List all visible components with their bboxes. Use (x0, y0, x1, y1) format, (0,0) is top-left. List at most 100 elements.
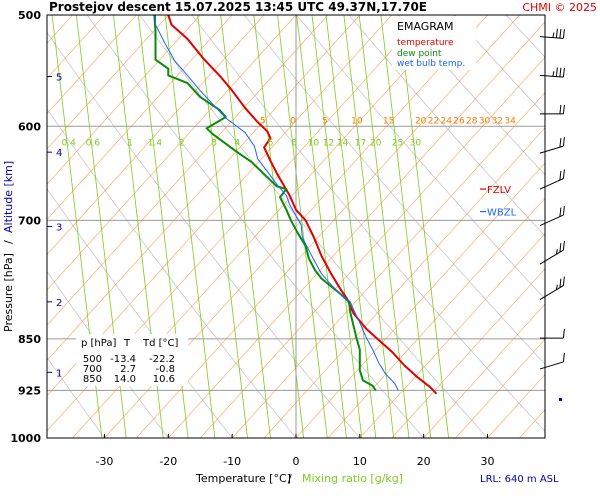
wind-barb-flag (559, 29, 562, 39)
wind-barb-flag (555, 249, 558, 255)
pressure-tick-label: 850 (18, 333, 41, 346)
altitude-tick-label: 5 (56, 72, 62, 83)
wind-barb-flag (555, 284, 558, 290)
isotherm-line (168, 21, 545, 438)
wind-barb-staff (539, 145, 564, 154)
sounding-profiles (153, 14, 438, 395)
wind-barb-staff (539, 36, 564, 39)
wind-barb-flag (562, 241, 565, 251)
wind-barb-staff (539, 178, 564, 190)
isotherm-line (263, 127, 545, 438)
isotherm-line (423, 303, 545, 438)
temperature-tick-label: -20 (159, 455, 177, 468)
wind-barb-flag (562, 352, 565, 362)
mixing-ratio-label: 10 (308, 138, 320, 148)
isotherm-line (519, 409, 545, 438)
y-axis-label-separator: / (2, 240, 15, 244)
isotherm-line (359, 233, 545, 438)
dry-adiabat (558, 15, 600, 438)
isotherm-line (551, 15, 600, 438)
wind-barb-flag (562, 169, 565, 179)
isotherm-label: 22 (428, 116, 439, 126)
wind-barb-flag (559, 243, 562, 253)
table-cell: 14.0 (114, 374, 136, 385)
wind-barb-flag (562, 29, 565, 39)
table-box (76, 334, 188, 386)
x-axis-label-temperature: Temperature [°C] (195, 472, 291, 485)
table-cell: 500 (83, 354, 102, 365)
dry-adiabat (243, 15, 545, 365)
mixing-ratio-label: 12 (323, 138, 334, 148)
wind-barb-staff (539, 285, 564, 300)
y-axis-label-altitude: Altitude [km] (2, 161, 15, 233)
isotherm-line (391, 268, 545, 438)
isotherm-line (487, 374, 545, 438)
isotherm-label: 15 (383, 116, 394, 126)
x-axis-label-separator: / (288, 472, 292, 485)
table-cell: 2.7 (120, 364, 136, 375)
pressure-tick-label: 1000 (10, 432, 41, 445)
x-axis-label-mixing: Mixing ratio [g/kg] (302, 472, 403, 485)
isotherm-label: 34 (504, 116, 516, 126)
marker-label: FZLV (487, 185, 511, 196)
isotherm-line (47, 15, 392, 397)
isotherm-label: 0 (290, 116, 296, 126)
wind-barb-flag (562, 329, 565, 339)
isotherm-label: 10 (351, 116, 363, 126)
mixing-ratio-label: 4 (234, 138, 240, 148)
wind-barb-flag (559, 104, 562, 114)
isotherm-label: 32 (492, 116, 503, 126)
mixing-ratio-label: 17 (355, 138, 366, 148)
marker-label: WBZL (487, 208, 517, 219)
mixing-ratio-line (343, 15, 395, 438)
wind-barb-flag (559, 207, 562, 217)
legend-wet-bulb: wet bulb temp. (397, 59, 465, 69)
legend-temperature: temperature (397, 38, 454, 48)
y-axis-label-pressure: Pressure [hPa] (2, 253, 15, 332)
dry-adiabat (505, 15, 545, 58)
wind-barb-staff (539, 214, 564, 227)
pressure-tick-label: 700 (18, 214, 41, 227)
wind-barb-flag (552, 71, 555, 77)
mixing-ratio-line (325, 15, 377, 438)
level-markers: FZLV WBZL (480, 185, 517, 219)
mixing-ratio-line (220, 15, 271, 438)
isotherm-label: 30 (479, 116, 491, 126)
wind-barb-flag (562, 205, 565, 216)
legend-dew-point: dew point (397, 49, 442, 59)
isotherm-line (327, 197, 545, 438)
wind-barb-flag (559, 67, 562, 77)
isotherm-line (583, 15, 600, 438)
table-cell: 850 (83, 374, 102, 385)
temperature-tick-label: 10 (353, 455, 367, 468)
wind-barb-flag (562, 104, 565, 114)
isotherm-line (47, 15, 265, 256)
table-cell: -22.2 (149, 354, 175, 365)
series-line-wet-bulb (155, 15, 399, 391)
wind-barb-flag (559, 171, 562, 181)
mixing-ratio-line (253, 15, 305, 438)
isotherm-line (47, 15, 233, 220)
mixing-ratio-label: 25 (392, 138, 403, 148)
wind-barb-flag (559, 138, 562, 148)
legend-title: EMAGRAM (397, 20, 454, 33)
isotherm-line (136, 15, 520, 438)
isotherm-label: 24 (441, 116, 453, 126)
y-axis-title: Pressure [hPa] / Altitude [km] (2, 161, 15, 332)
isotherm-line (47, 15, 201, 185)
credit-label: CHMI © 2025 (522, 1, 597, 14)
isotherm-line (47, 15, 137, 115)
isotherm-label: 20 (415, 116, 427, 126)
altitude-tick-label: 2 (56, 298, 62, 309)
dry-adiabat (296, 15, 545, 300)
wind-barb-flag (562, 68, 565, 78)
mixing-ratio-label: 2 (179, 138, 185, 148)
pressure-tick-label: 500 (18, 9, 41, 22)
isotherm-label: 28 (466, 116, 478, 126)
mixing-ratio-label: 6 (268, 138, 274, 148)
mixing-ratio-label: 1 (127, 138, 133, 148)
temperature-tick-label: 0 (293, 455, 300, 468)
mixing-ratio-line (164, 15, 216, 438)
wind-barb-flag (555, 28, 558, 38)
